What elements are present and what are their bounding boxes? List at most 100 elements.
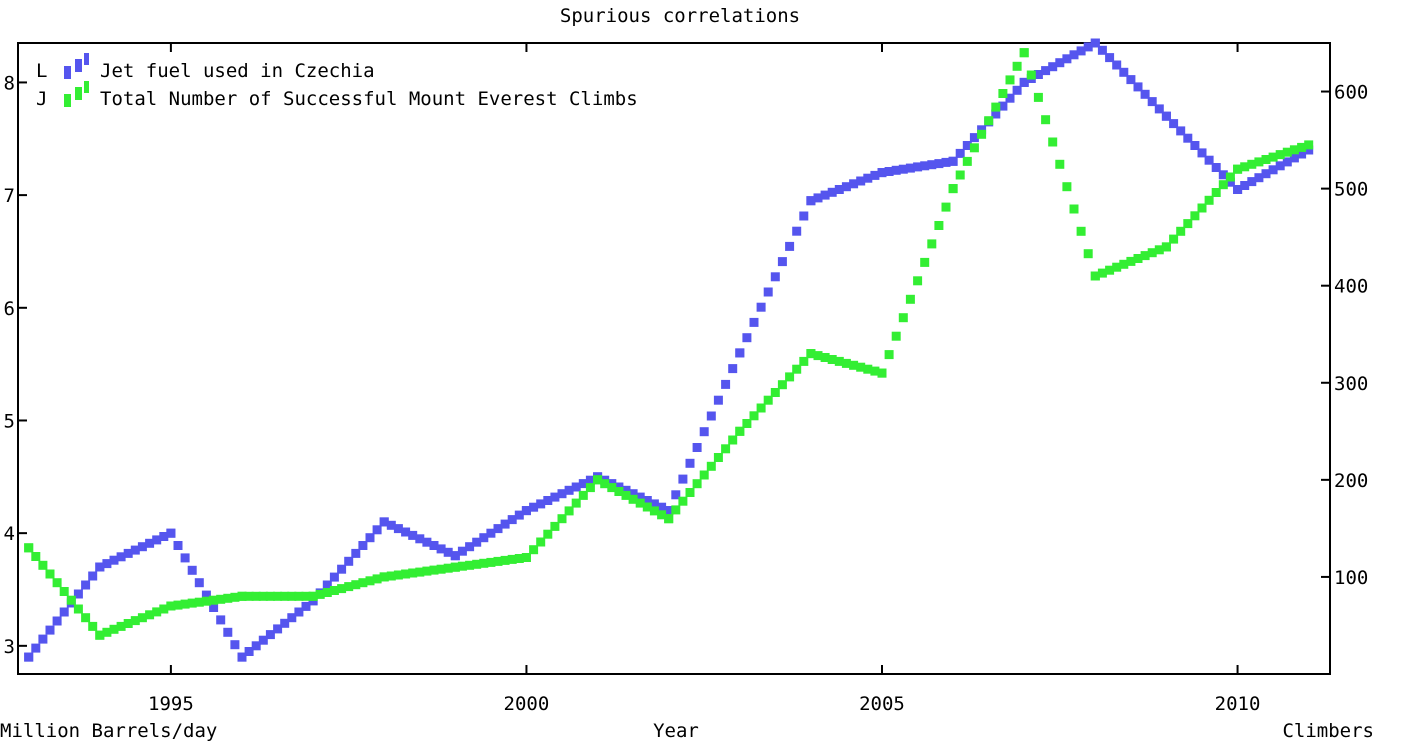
series-segment-block bbox=[329, 572, 339, 582]
series-segment-block bbox=[841, 358, 851, 368]
series-segment-block bbox=[884, 350, 894, 360]
data-point bbox=[24, 652, 34, 662]
series-segment-block bbox=[913, 276, 923, 286]
series-segment-block bbox=[337, 584, 347, 594]
legend-marker-glyph: J bbox=[36, 88, 47, 110]
series-segment-block bbox=[934, 159, 944, 169]
series-segment-block bbox=[671, 505, 681, 515]
series-segment-block bbox=[649, 499, 659, 509]
series-segment-block bbox=[201, 590, 211, 600]
series-segment-block bbox=[678, 496, 688, 506]
series-segment-block bbox=[1105, 53, 1115, 63]
series-segment-block bbox=[393, 524, 403, 534]
series-segment-block bbox=[436, 564, 446, 574]
series-segment-block bbox=[1240, 181, 1250, 190]
series-segment-block bbox=[365, 576, 375, 586]
data-point bbox=[237, 652, 247, 662]
series-segment-block bbox=[834, 356, 844, 366]
series-segment-block bbox=[102, 559, 112, 569]
series-segment-block bbox=[1261, 169, 1271, 179]
series-segment-block bbox=[1119, 67, 1129, 77]
data-point bbox=[521, 553, 531, 562]
series-segment-block bbox=[1041, 115, 1051, 125]
y-right-tick-label: 300 bbox=[1334, 373, 1368, 395]
series-jet-fuel bbox=[24, 38, 1314, 662]
series-segment-block bbox=[585, 483, 595, 493]
series-segment-block bbox=[692, 443, 702, 452]
series-segment-block bbox=[1218, 180, 1228, 190]
series-segment-block bbox=[1012, 61, 1022, 71]
series-segment-block bbox=[344, 556, 354, 566]
series-segment-block bbox=[344, 582, 354, 592]
series-segment-block bbox=[1083, 42, 1093, 52]
y-right-tick-label: 600 bbox=[1334, 82, 1368, 104]
series-segment-block bbox=[1275, 161, 1285, 171]
series-segment-block bbox=[59, 607, 69, 617]
series-segment-block bbox=[977, 129, 987, 139]
series-segment-block bbox=[1147, 97, 1157, 107]
data-point bbox=[1233, 164, 1243, 174]
series-segment-block bbox=[557, 514, 567, 524]
series-segment-block bbox=[1176, 226, 1186, 236]
series-segment-block bbox=[728, 364, 738, 374]
data-point bbox=[450, 562, 460, 572]
series-segment-block bbox=[1297, 149, 1307, 159]
series-segment-block bbox=[870, 170, 880, 180]
series-segment-block bbox=[898, 313, 908, 323]
series-segment-block bbox=[116, 621, 126, 631]
legend-swatch bbox=[64, 94, 71, 107]
series-segment-block bbox=[607, 483, 617, 493]
series-segment-block bbox=[699, 427, 709, 437]
legend-swatch bbox=[64, 66, 71, 79]
series-segment-block bbox=[1133, 82, 1143, 92]
data-point bbox=[1019, 77, 1029, 87]
series-segment-block bbox=[1012, 85, 1022, 95]
legend: L Jet fuel used in Czechia J Total Number o… bbox=[36, 53, 638, 110]
series-segment-block bbox=[991, 109, 1001, 119]
series-segment-block bbox=[1069, 204, 1079, 214]
series-segment-block bbox=[1140, 251, 1150, 261]
series-segment-block bbox=[109, 555, 119, 565]
legend-swatch bbox=[84, 53, 89, 65]
series-segment-block bbox=[358, 578, 368, 588]
series-segment-block bbox=[1062, 54, 1072, 64]
series-segment-block bbox=[550, 521, 560, 531]
data-point bbox=[664, 514, 674, 524]
data-point bbox=[664, 506, 674, 516]
series-segment-block bbox=[251, 591, 261, 601]
series-segment-block bbox=[216, 594, 226, 604]
series-segment-block bbox=[1247, 177, 1257, 187]
series-segment-block bbox=[1048, 62, 1058, 72]
series-segment-block bbox=[642, 502, 652, 512]
series-segment-block bbox=[998, 89, 1008, 98]
series-segment-block bbox=[123, 548, 133, 558]
series-segment-block bbox=[614, 487, 624, 496]
series-segment-block bbox=[635, 492, 645, 502]
series-segment-block bbox=[777, 257, 787, 267]
series-segment-block bbox=[1254, 173, 1264, 183]
series-segment-block bbox=[621, 485, 631, 495]
series-segment-block bbox=[73, 589, 83, 599]
series-segment-block bbox=[1240, 162, 1250, 172]
y-left-tick-label: 4 bbox=[4, 523, 15, 545]
y-left-tick-label: 8 bbox=[4, 72, 15, 94]
legend-marker-glyph: L bbox=[36, 60, 47, 82]
series-segment-block bbox=[1055, 58, 1065, 68]
data-point bbox=[877, 168, 887, 178]
series-segment-block bbox=[998, 101, 1008, 111]
series-segment-block bbox=[408, 568, 418, 578]
data-point bbox=[1233, 185, 1243, 194]
series-segment-block bbox=[436, 544, 446, 554]
y-left-tick-label: 7 bbox=[4, 185, 15, 207]
data-point bbox=[735, 426, 745, 436]
x-axis-label: Year bbox=[653, 720, 699, 742]
series-segment-block bbox=[657, 502, 667, 512]
series-segment-block bbox=[194, 578, 204, 588]
series-segment-block bbox=[130, 616, 140, 626]
series-segment-block bbox=[31, 552, 41, 561]
series-segment-block bbox=[479, 558, 489, 568]
series-segment-block bbox=[628, 494, 638, 504]
series-segment-block bbox=[1154, 104, 1164, 114]
series-segment-block bbox=[941, 157, 951, 167]
series-segment-block bbox=[927, 239, 937, 249]
